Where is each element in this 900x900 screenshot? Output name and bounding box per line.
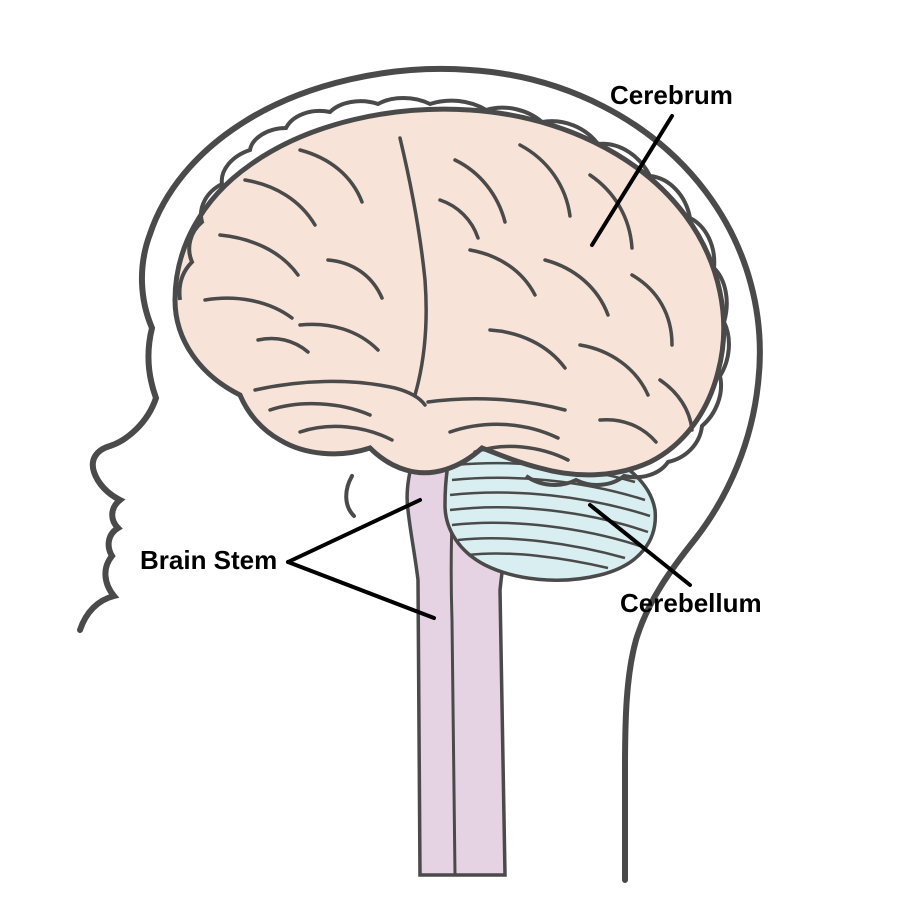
leader-brain-stem-b — [288, 562, 434, 618]
brain-diagram: Cerebrum Brain Stem Cerebellum — [0, 0, 900, 900]
label-brain-stem: Brain Stem — [140, 545, 277, 576]
label-cerebrum: Cerebrum — [610, 80, 733, 111]
diagram-svg — [0, 0, 900, 900]
label-cerebellum: Cerebellum — [620, 588, 762, 619]
ear-mark — [346, 476, 354, 516]
leader-brain-stem-a — [288, 500, 420, 562]
